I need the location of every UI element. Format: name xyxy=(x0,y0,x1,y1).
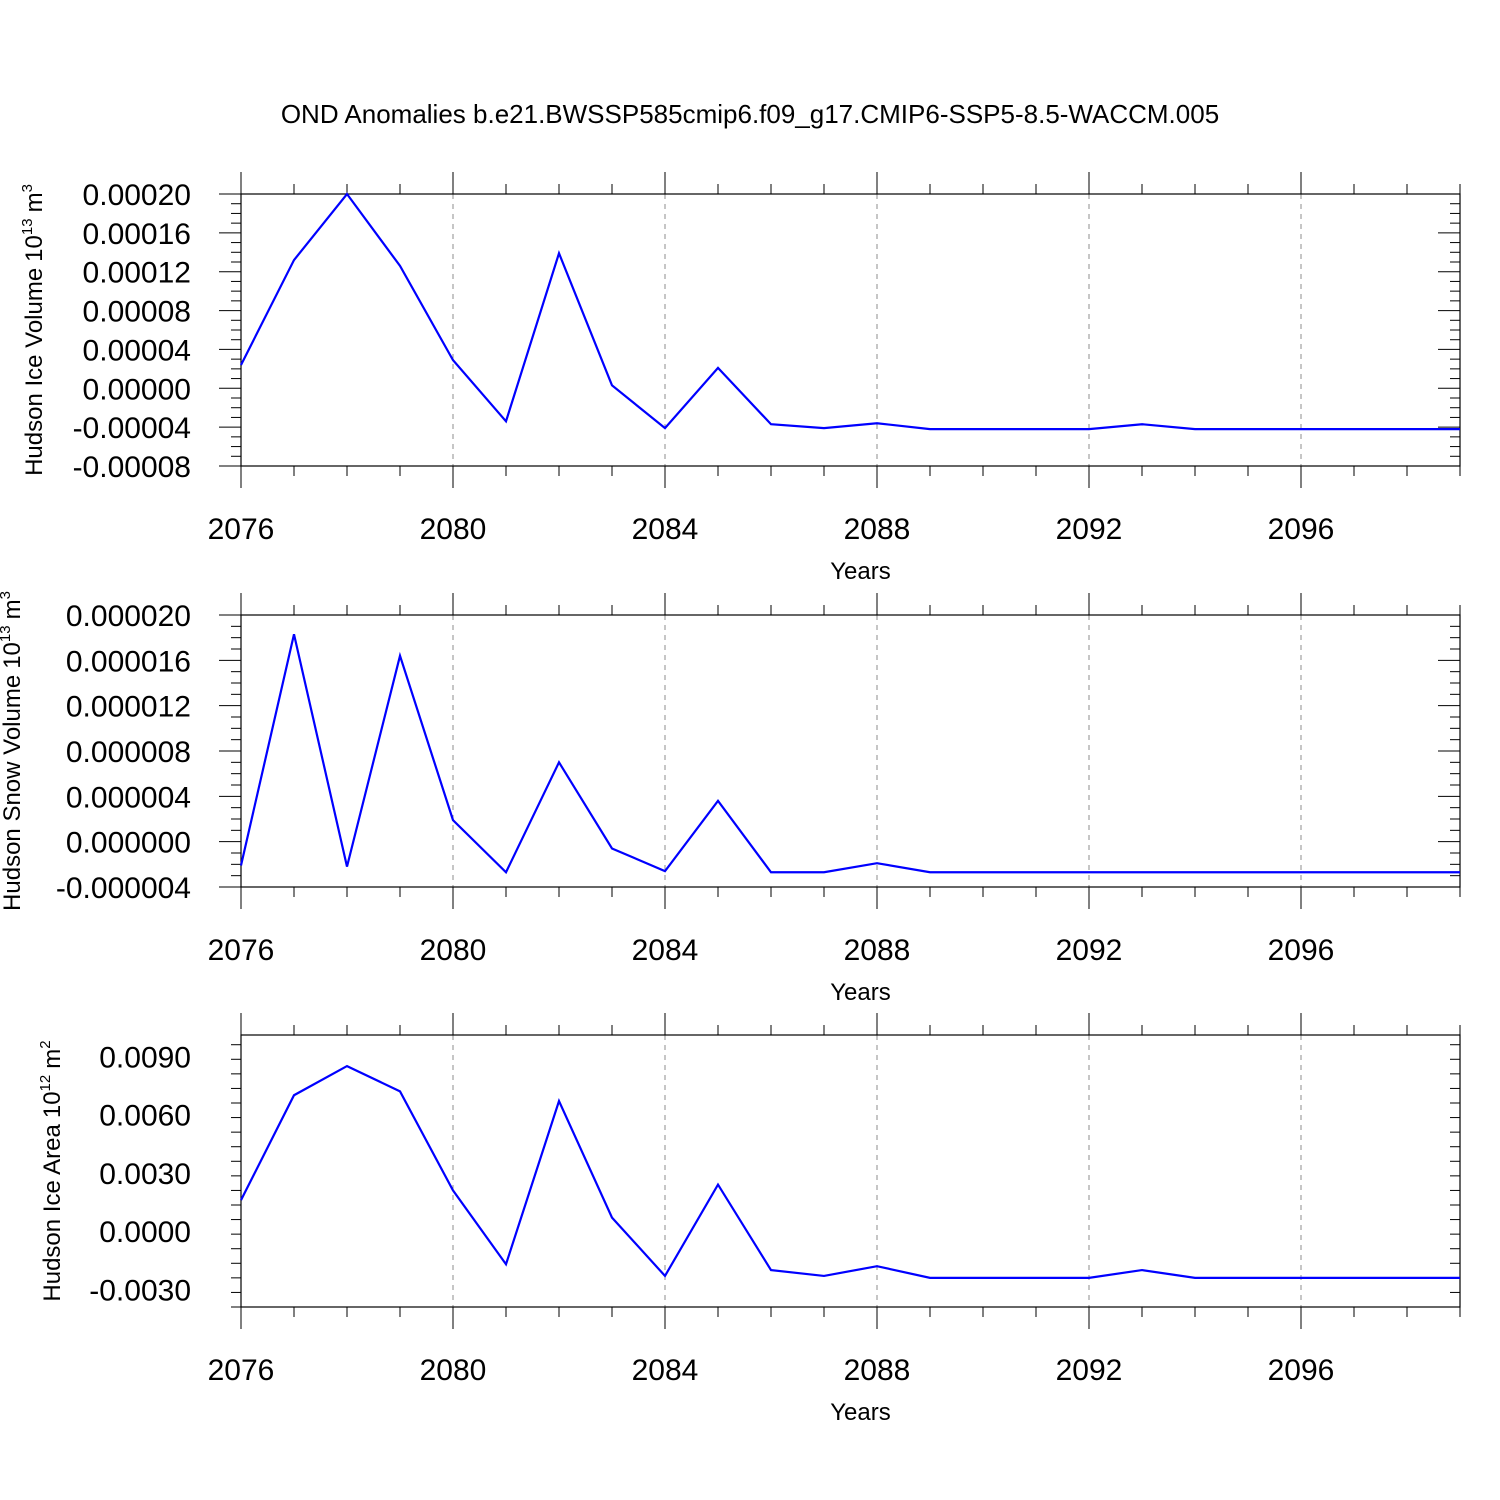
y-axis-unit-base: 10 xyxy=(21,235,48,262)
y-axis-title: Hudson Ice Volume 1013 m3 xyxy=(19,184,48,476)
x-tick-label: 2096 xyxy=(1268,513,1335,546)
x-axis-title: Years xyxy=(830,558,891,585)
x-tick-label: 2084 xyxy=(632,934,699,967)
y-axis-title-label: Hudson Ice Volume xyxy=(21,268,48,476)
y-axis-unit-symbol: m xyxy=(21,192,48,212)
y-tick-label: 0.00020 xyxy=(83,179,191,212)
y-tick-label: -0.0030 xyxy=(89,1275,191,1308)
y-tick-label: -0.00004 xyxy=(73,412,191,445)
x-tick-label: 2088 xyxy=(844,513,911,546)
y-axis-title-label: Hudson Snow Volume xyxy=(0,675,26,911)
y-tick-label: 0.00004 xyxy=(83,334,191,367)
y-axis-unit-exponent: 13 xyxy=(19,218,36,235)
y-tick-label: 0.0090 xyxy=(99,1041,191,1074)
y-tick-label: -0.00008 xyxy=(73,451,191,484)
y-tick-label: 0.00012 xyxy=(83,257,191,290)
x-tick-label: 2080 xyxy=(420,1354,487,1387)
y-axis-title: Hudson Ice Area 1012 m2 xyxy=(37,1040,66,1301)
y-axis-unit-symbol-exponent: 3 xyxy=(19,184,36,192)
x-tick-label: 2080 xyxy=(420,934,487,967)
y-tick-label: 0.000012 xyxy=(66,691,191,724)
series-line xyxy=(240,192,1460,431)
y-axis-unit-exponent: 12 xyxy=(37,1075,54,1092)
chart-panel-2: 2076 2080 2084 2088 2092 2096 Years 0.000020 0.0… xyxy=(0,591,1461,1006)
y-tick-label: 0.000020 xyxy=(66,600,191,633)
x-axis-title: Years xyxy=(830,979,891,1006)
x-tick-label: 2076 xyxy=(208,1354,275,1387)
y-tick-label: 0.000008 xyxy=(66,736,191,769)
x-tick-label: 2096 xyxy=(1268,1354,1335,1387)
y-tick-label: 0.0060 xyxy=(99,1100,191,1133)
y-axis-unit-base: 10 xyxy=(39,1091,66,1118)
x-tick-label: 2092 xyxy=(1056,1354,1123,1387)
x-tick-label: 2088 xyxy=(844,1354,911,1387)
chart-panel-3: 2076 2080 2084 2088 2092 2096 Years 0.0090 0.006… xyxy=(37,1013,1461,1426)
y-tick-label: 0.0000 xyxy=(99,1216,191,1249)
y-axis-unit-symbol-exponent: 3 xyxy=(0,591,14,599)
x-tick-label: 2076 xyxy=(208,513,275,546)
x-tick-label: 2092 xyxy=(1056,934,1123,967)
y-axis-unit-symbol: m xyxy=(0,599,26,619)
x-tick-label: 2092 xyxy=(1056,513,1123,546)
x-tick-label: 2076 xyxy=(208,934,275,967)
y-tick-label: 0.00000 xyxy=(83,373,191,406)
chart-panel-1: 2076 2080 2084 2088 2092 2096 Years 0.00020 0.00… xyxy=(19,172,1461,585)
y-tick-label: -0.000004 xyxy=(56,872,191,905)
y-axis-unit-base: 10 xyxy=(0,642,26,669)
x-tick-label: 2080 xyxy=(420,513,487,546)
y-tick-label: 0.000000 xyxy=(66,827,191,860)
x-axis-title: Years xyxy=(830,1399,891,1426)
x-tick-label: 2088 xyxy=(844,934,911,967)
y-axis-title-label: Hudson Ice Area xyxy=(39,1123,66,1301)
x-tick-label: 2096 xyxy=(1268,934,1335,967)
series-line xyxy=(239,634,1460,875)
x-tick-label: 2084 xyxy=(632,513,699,546)
y-axis-unit-exponent: 13 xyxy=(0,625,14,642)
y-tick-label: 0.00016 xyxy=(83,218,191,251)
y-axis-unit-symbol: m xyxy=(39,1049,66,1069)
figure-title: OND Anomalies b.e21.BWSSP585cmip6.f09_g1… xyxy=(281,99,1219,129)
y-axis-unit-symbol-exponent: 2 xyxy=(37,1040,54,1048)
y-axis-title: Hudson Snow Volume 1013 m3 xyxy=(0,591,26,911)
y-tick-label: 0.000016 xyxy=(66,645,191,678)
y-tick-label: 0.00008 xyxy=(83,296,191,329)
series-line xyxy=(240,1064,1460,1279)
y-tick-label: 0.000004 xyxy=(66,781,191,814)
plot-frame xyxy=(240,1034,1461,1308)
y-tick-label: 0.0030 xyxy=(99,1158,191,1191)
x-tick-label: 2084 xyxy=(632,1354,699,1387)
